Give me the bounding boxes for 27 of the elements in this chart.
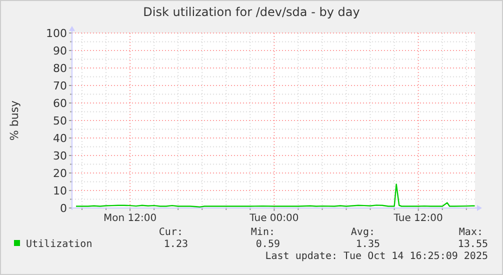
y-tick-label: 20: [53, 167, 67, 180]
y-tick-label: 90: [53, 44, 67, 58]
text: 1.23: [164, 239, 188, 250]
text: Avg:: [350, 227, 375, 238]
y-axis-title: % busy: [8, 100, 21, 141]
x-tick-label: Tue 00:00: [248, 213, 299, 224]
y-tick-label: 60: [53, 97, 67, 110]
chart-title: Disk utilization for /dev/sda - by day: [143, 5, 360, 19]
x-tick-label: Tue 12:00: [392, 213, 443, 224]
text: Last update: Tue Oct 14 16:25:09 2025: [265, 251, 488, 262]
legend-label: Utilization: [26, 239, 92, 250]
y-tick-label: 10: [53, 184, 67, 198]
y-tick-label: 80: [53, 62, 67, 75]
y-tick-label: 0: [60, 202, 67, 215]
text: Cur:: [158, 227, 183, 238]
y-tick-label: 50: [53, 114, 67, 128]
y-tick-label: 40: [53, 132, 67, 145]
y-tick-label: 100: [46, 27, 67, 40]
text: 1.35: [356, 239, 380, 250]
line-series: [75, 184, 476, 208]
text: Max:: [458, 227, 483, 238]
y-tick-label: 30: [53, 150, 67, 162]
text: 0.59: [256, 239, 280, 250]
text: 13.55: [458, 239, 488, 250]
x-tick-label: Mon 12:00: [104, 213, 157, 224]
y-tick-label: 70: [53, 80, 67, 92]
text: Min:: [250, 227, 275, 238]
